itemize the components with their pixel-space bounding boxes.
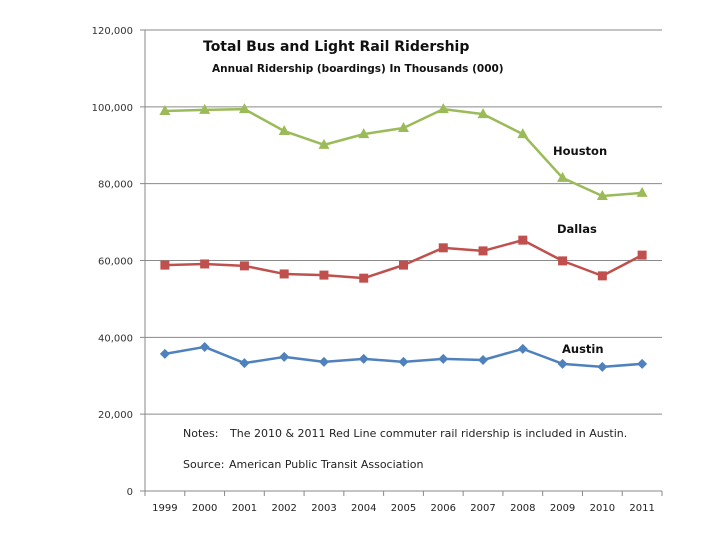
x-tick-label: 2004 bbox=[351, 503, 376, 514]
y-tick-label: 120,000 bbox=[92, 26, 133, 37]
data-point-dallas-2004 bbox=[359, 273, 369, 283]
data-point-dallas-2010 bbox=[597, 271, 607, 281]
data-point-houston-2005 bbox=[398, 121, 409, 132]
data-point-austin-2003 bbox=[318, 356, 329, 367]
data-point-austin-2011 bbox=[637, 358, 648, 369]
data-point-dallas-2000 bbox=[200, 259, 210, 269]
data-point-austin-1999 bbox=[159, 348, 170, 359]
y-tick-label: 60,000 bbox=[98, 257, 133, 268]
data-point-houston-2000 bbox=[199, 103, 211, 114]
data-point-austin-2000 bbox=[199, 341, 210, 352]
data-point-dallas-2002 bbox=[279, 269, 289, 279]
y-tick-label: 80,000 bbox=[98, 180, 133, 191]
data-point-dallas-2011 bbox=[637, 250, 647, 260]
data-point-austin-2009 bbox=[557, 358, 568, 369]
chart-title: Total Bus and Light Rail Ridership bbox=[203, 39, 469, 55]
series-label-dallas: Dallas bbox=[557, 222, 597, 236]
series-austin bbox=[159, 341, 648, 372]
data-point-houston-2002 bbox=[278, 125, 290, 136]
data-point-dallas-1999 bbox=[160, 260, 170, 270]
chart-subtitle: Annual Ridership (boardings) In Thousand… bbox=[212, 63, 504, 75]
x-tick-label: 2003 bbox=[311, 503, 336, 514]
data-point-houston-2004 bbox=[358, 128, 370, 139]
data-point-houston-2006 bbox=[437, 103, 449, 114]
x-tick-label: 2007 bbox=[470, 503, 495, 514]
data-point-austin-2008 bbox=[517, 343, 528, 354]
data-point-houston-2007 bbox=[477, 108, 489, 119]
source-text: American Public Transit Association bbox=[229, 458, 423, 471]
x-tick-label: 2009 bbox=[550, 503, 575, 514]
data-point-austin-2010 bbox=[597, 361, 608, 372]
x-tick-label: 2010 bbox=[590, 503, 615, 514]
x-tick-label: 2008 bbox=[510, 503, 535, 514]
x-tick-label: 2005 bbox=[391, 503, 416, 514]
data-point-dallas-2008 bbox=[518, 235, 528, 245]
data-point-houston-2010 bbox=[596, 189, 608, 200]
data-point-dallas-2003 bbox=[319, 270, 329, 280]
series-houston bbox=[159, 103, 648, 200]
source-label: Source: bbox=[183, 458, 225, 471]
data-point-dallas-2006 bbox=[438, 243, 448, 253]
data-point-houston-2009 bbox=[557, 171, 569, 182]
data-point-dallas-2009 bbox=[558, 256, 568, 266]
data-point-austin-2005 bbox=[398, 356, 409, 367]
y-tick-label: 0 bbox=[127, 487, 133, 498]
series-group bbox=[159, 103, 648, 372]
y-tick-label: 100,000 bbox=[92, 103, 133, 114]
data-point-dallas-2005 bbox=[399, 260, 408, 270]
series-label-houston: Houston bbox=[553, 144, 607, 158]
data-point-austin-2001 bbox=[239, 358, 250, 369]
data-point-austin-2004 bbox=[358, 353, 369, 364]
data-point-dallas-2001 bbox=[239, 261, 249, 271]
x-tick-label: 2002 bbox=[271, 503, 296, 514]
notes-label: Notes: bbox=[183, 427, 218, 440]
data-point-austin-2006 bbox=[438, 353, 449, 364]
y-tick-label: 40,000 bbox=[98, 333, 133, 344]
data-point-houston-2011 bbox=[636, 186, 648, 197]
data-point-houston-2003 bbox=[318, 138, 330, 149]
series-dallas bbox=[160, 235, 647, 283]
x-tick-label: 2000 bbox=[192, 503, 217, 514]
y-tick-label: 20,000 bbox=[98, 410, 133, 421]
data-point-houston-2008 bbox=[517, 128, 529, 139]
x-tick-label: 1999 bbox=[152, 503, 177, 514]
data-point-austin-2002 bbox=[279, 351, 290, 362]
data-point-houston-2001 bbox=[238, 103, 250, 114]
data-point-dallas-2007 bbox=[478, 246, 488, 256]
data-point-austin-2007 bbox=[478, 354, 489, 365]
x-tick-label: 2001 bbox=[232, 503, 257, 514]
data-point-houston-1999 bbox=[159, 105, 171, 116]
axes bbox=[140, 30, 662, 492]
x-tick-label: 2006 bbox=[431, 503, 456, 514]
y-tick-labels: 0 20,000 40,000 60,000 80,000 100,000 120,000 bbox=[92, 26, 133, 498]
series-line-dallas bbox=[164, 238, 643, 280]
series-label-austin: Austin bbox=[562, 342, 604, 356]
notes-text: The 2010 & 2011 Red Line commuter rail r… bbox=[229, 427, 627, 440]
x-tick-labels: 1999 2000 2001 2002 2003 2004 2005 2006 2007 2008… bbox=[144, 491, 663, 514]
gridlines bbox=[140, 29, 662, 415]
x-tick-label: 2011 bbox=[629, 503, 654, 514]
